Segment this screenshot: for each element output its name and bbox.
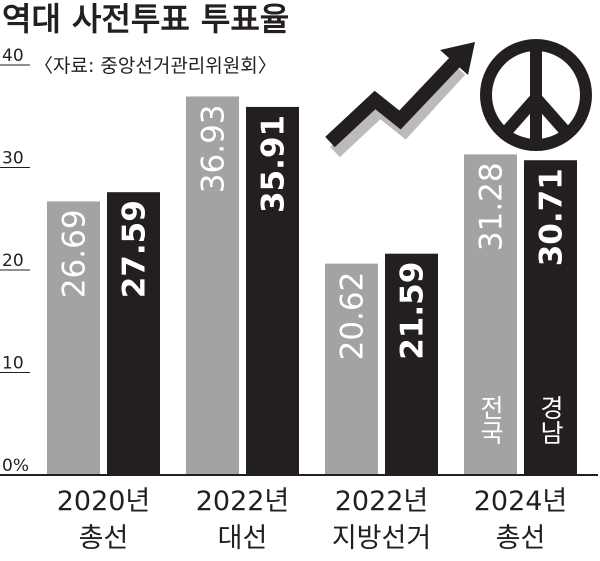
- value-label: 30.71: [534, 168, 570, 266]
- ballot-icon: [480, 39, 592, 151]
- chart-subtitle: 〈자료: 중앙선거관리위원회〉: [34, 55, 277, 77]
- bar: [186, 96, 239, 475]
- y-tick-label: 40: [2, 46, 24, 66]
- bar: [464, 154, 517, 475]
- x-tick-label: 2020년 총선: [57, 486, 151, 554]
- value-label: 26.69: [57, 209, 93, 298]
- x-tick-label: 2022년 대선: [196, 486, 290, 554]
- bar: [325, 263, 378, 475]
- bar: [524, 160, 577, 475]
- value-label: 36.93: [196, 104, 232, 193]
- x-tick-label: 2022년 지방선거: [332, 486, 431, 554]
- chart-title: 역대 사전투표 투표율: [2, 0, 289, 38]
- value-label: 27.59: [117, 200, 153, 298]
- bar: [246, 106, 299, 476]
- value-label: 21.59: [395, 262, 431, 360]
- y-tick-label: 10: [2, 354, 24, 374]
- y-tick-label: 0%: [2, 456, 29, 476]
- bar: [107, 192, 160, 475]
- y-tick-label: 30: [2, 149, 24, 169]
- bar: [385, 253, 438, 475]
- value-label: 31.28: [474, 162, 510, 251]
- bar: [47, 201, 100, 476]
- trend-arrow: [325, 42, 475, 158]
- legend-label: 전국: [476, 395, 505, 445]
- x-tick-label: 2024년 총선: [474, 486, 568, 554]
- value-label: 20.62: [335, 272, 371, 361]
- value-label: 35.91: [256, 115, 292, 213]
- y-tick-label: 20: [2, 251, 24, 271]
- legend-label: 경남: [536, 395, 565, 445]
